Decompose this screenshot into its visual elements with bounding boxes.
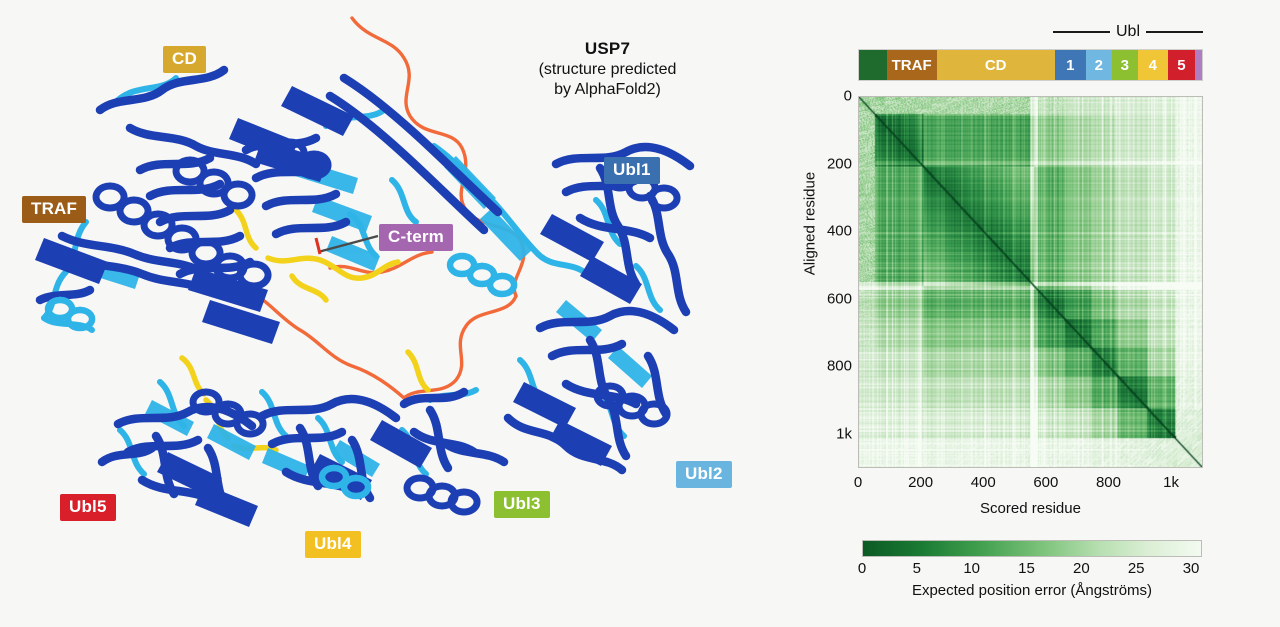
y-axis-title: Aligned residue	[801, 171, 819, 276]
label-ubl3: Ubl3	[494, 491, 550, 518]
label-ubl4: Ubl4	[305, 531, 361, 558]
beta-sheet-arrows	[35, 86, 642, 527]
y-axis-ticks: 0 200 400 600 800 1k	[800, 88, 852, 468]
domain-seg-cterm	[1195, 50, 1202, 80]
colorbar-tick-0: 0	[857, 560, 867, 577]
y-tick-400: 400	[826, 222, 852, 240]
colorbar-tick-5: 5	[912, 560, 921, 577]
title-protein-name: USP7	[584, 39, 631, 58]
domain-seg-ubl5: 5	[1167, 50, 1196, 80]
domain-seg-traf: TRAF	[886, 50, 937, 80]
x-tick-1k: 1k	[1163, 474, 1179, 491]
label-cterm: C-term	[379, 224, 453, 251]
ubl-bracket-rule-right	[1146, 31, 1204, 33]
colorbar-tick-15: 15	[1018, 560, 1035, 577]
label-ubl5: Ubl5	[60, 494, 116, 521]
figure-title: USP7 (structure predicted by AlphaFold2)	[495, 38, 720, 101]
y-tick-1k: 1k	[836, 425, 852, 443]
colorbar-gradient	[862, 540, 1202, 557]
label-cd: CD	[163, 46, 206, 73]
x-tick-400: 400	[970, 474, 996, 491]
x-axis-title: Scored residue	[980, 500, 1081, 517]
disordered-linker-paths	[198, 16, 526, 400]
x-tick-200: 200	[908, 474, 934, 491]
cyan-helix-coils	[44, 252, 518, 500]
title-subtitle-line1: (structure predicted	[538, 60, 677, 78]
ubl-bracket-label: Ubl	[1116, 23, 1141, 40]
y-tick-0: 0	[843, 87, 852, 105]
pae-matrix-plot	[858, 96, 1203, 468]
colorbar-tick-30: 30	[1182, 560, 1200, 577]
x-axis-ticks: 0 200 400 600 800 1k	[854, 474, 1203, 494]
domain-seg-ubl3: 3	[1111, 50, 1138, 80]
domain-seg-cd: CD	[936, 50, 1055, 80]
colorbar-legend: 0 5 10 15 20 25 30 Expected position error (Ån…	[858, 540, 1202, 599]
colorbar-tick-10: 10	[963, 560, 981, 577]
y-tick-200: 200	[826, 155, 852, 172]
colorbar-ticks: 0 5 10 15 20 25 30	[858, 560, 1202, 580]
label-traf: TRAF	[22, 196, 87, 223]
domain-seg-nterm	[859, 50, 887, 80]
domain-seg-ubl4: 4	[1137, 50, 1168, 80]
cterm-leader-line	[317, 234, 379, 254]
domain-seg-ubl1: 1	[1054, 50, 1086, 80]
domain-seg-ubl2: 2	[1085, 50, 1112, 80]
x-tick-0: 0	[853, 474, 863, 491]
pae-heatmap-canvas	[859, 97, 1202, 467]
x-tick-600: 600	[1033, 474, 1059, 491]
label-ubl2: Ubl2	[676, 461, 732, 488]
title-subtitle-line2: by AlphaFold2)	[554, 81, 661, 99]
y-tick-600: 600	[826, 290, 852, 308]
label-ubl1: Ubl1	[604, 157, 660, 184]
colorbar-tick-20: 20	[1073, 560, 1090, 577]
colorbar-tick-25: 25	[1127, 560, 1145, 577]
colorbar-title: Expected position error (Ångströms)	[911, 582, 1153, 599]
domain-architecture-bar: TRAF CD 1 2 3 4 5	[858, 49, 1203, 81]
y-tick-800: 800	[826, 357, 852, 375]
ubl-bracket-rule-left	[1053, 31, 1110, 33]
x-tick-800: 800	[1095, 474, 1121, 491]
cterm-marker	[314, 237, 322, 255]
ubl-bracket: Ubl	[1053, 22, 1204, 42]
structure-panel: USP7 (structure predicted by AlphaFold2)…	[22, 16, 732, 558]
